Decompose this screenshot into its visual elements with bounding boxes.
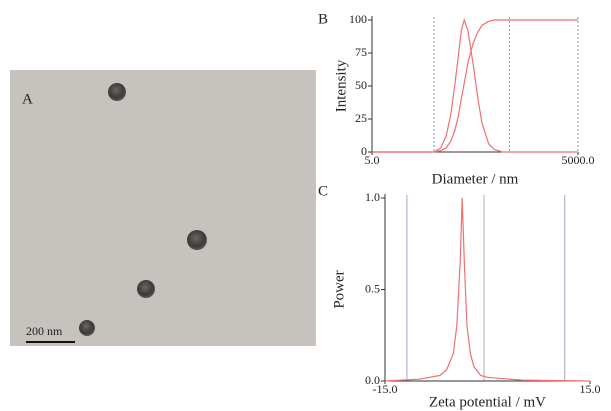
y-tick-label: 0.5 <box>365 281 380 295</box>
tem-background <box>10 70 316 346</box>
y-tick-label: 100 <box>349 12 367 26</box>
data-line <box>372 19 578 153</box>
data-line <box>384 197 591 382</box>
x-axis-title: Zeta potential / mV <box>429 394 546 410</box>
x-tick-label: 15.0 <box>580 382 601 396</box>
panel-label: C <box>318 183 328 199</box>
x-tick-label: -15.0 <box>373 382 398 396</box>
x-tick-label: 5000.0 <box>562 153 595 167</box>
y-axis-title: Power <box>331 270 347 308</box>
y-tick-label: 75 <box>355 45 367 59</box>
particle <box>108 83 126 101</box>
y-tick-label: 50 <box>355 78 367 92</box>
panel-label: A <box>22 91 33 107</box>
tem-image: A 200 nm <box>10 70 316 346</box>
x-tick-label: 5.0 <box>365 153 380 167</box>
scale-bar-label: 200 nm <box>26 324 63 338</box>
particle <box>137 280 155 298</box>
x-axis-title: Diameter / nm <box>432 171 519 187</box>
panel-label: B <box>318 11 328 27</box>
particle <box>187 230 207 250</box>
y-tick-label: 0.0 <box>365 373 380 387</box>
y-axis-title: Intensity <box>333 59 349 112</box>
y-tick-label: 25 <box>355 111 367 125</box>
y-tick-label: 1.0 <box>365 190 380 204</box>
particle <box>79 320 95 336</box>
y-tick-label: 0 <box>361 144 367 158</box>
data-line <box>372 18 578 153</box>
